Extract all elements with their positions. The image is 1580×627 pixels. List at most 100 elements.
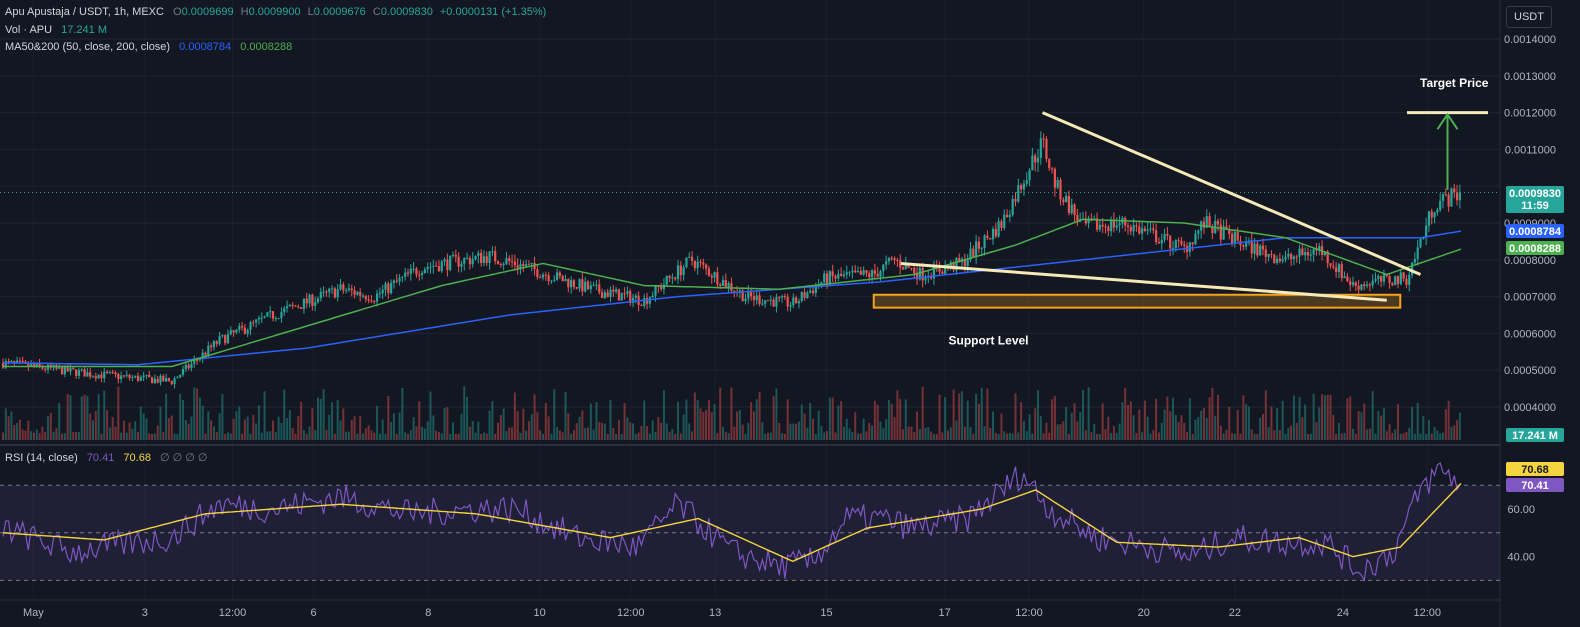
volume-bar (252, 414, 255, 440)
candle-body (645, 298, 649, 304)
symbol-title[interactable]: Apu Apustaja / USDT, 1h, MEXC (5, 6, 164, 18)
volume-bar (674, 433, 677, 440)
candle-body (243, 327, 246, 334)
candle-body (162, 375, 165, 382)
candle-body (513, 261, 516, 266)
volume-bar (69, 395, 72, 440)
volume-bar (848, 428, 851, 440)
volume-bar (1335, 433, 1338, 440)
volume-bar (238, 406, 241, 440)
volume-bar (1422, 416, 1425, 440)
volume-bar (930, 431, 933, 440)
volume-bar (941, 432, 944, 440)
volume-bar (58, 403, 61, 440)
volume-bar (1439, 433, 1442, 440)
candle-body (699, 261, 702, 263)
volume-bar (435, 430, 438, 440)
rsi-extra-values: ∅ ∅ ∅ ∅ (160, 452, 208, 464)
candle-body (437, 266, 441, 272)
volume-bar (193, 387, 196, 440)
volume-bar (747, 422, 750, 440)
candle-body (612, 289, 615, 292)
last-price-badge-bg (1506, 186, 1564, 213)
candle-body (1388, 276, 1391, 284)
candle-body (1261, 245, 1265, 250)
candle-body (713, 272, 716, 278)
candle-body (502, 263, 505, 265)
candle-body (1163, 233, 1166, 240)
candle-body (165, 378, 168, 382)
candle-body (285, 306, 289, 309)
rsi-label[interactable]: RSI (14, close) (5, 452, 78, 464)
volume-bar (257, 405, 260, 440)
volume-bar (1214, 415, 1217, 440)
volume-bar (418, 401, 421, 440)
candle-body (527, 264, 531, 266)
candle-body (1360, 284, 1363, 290)
volume-bar (938, 394, 941, 440)
chart-drawings[interactable]: Target Price Support Level (872, 76, 1489, 348)
candle-body (1022, 183, 1026, 190)
volume-bar (511, 427, 514, 440)
candle-body (654, 285, 657, 296)
candle-body (592, 285, 595, 287)
candle-body (1287, 253, 1290, 257)
volume-bar (916, 411, 919, 440)
volume-bar (752, 411, 755, 440)
volume-bar (654, 431, 657, 440)
volume-bar (367, 425, 370, 440)
candle-body (539, 277, 542, 279)
candle-body (1281, 259, 1284, 262)
volume-bar (35, 429, 38, 440)
candle-body (187, 364, 190, 369)
volume-bar (179, 393, 182, 440)
volume-bar (190, 416, 193, 440)
candle-body (792, 297, 795, 306)
volume-bar (1034, 408, 1037, 440)
volume-bar (77, 431, 80, 440)
volume-bar (404, 432, 407, 440)
candle-body (865, 270, 868, 274)
volume-bar (241, 433, 244, 440)
candle-body (1455, 192, 1459, 201)
candle-body (584, 281, 587, 292)
volume-label[interactable]: Vol · APU (5, 24, 53, 36)
volume-bar (1309, 433, 1312, 440)
currency-unit-button[interactable]: USDT (1506, 6, 1552, 28)
candle-body (730, 283, 733, 291)
candle-body (465, 257, 469, 259)
volume-bar (665, 423, 668, 440)
volume-bar (151, 433, 154, 440)
volume-bar (913, 432, 916, 440)
volume-bar (679, 433, 682, 440)
volume-bar (1191, 433, 1194, 440)
rsi-ma-line (2, 483, 1462, 563)
candle-body (1169, 235, 1172, 249)
volume-bar (550, 433, 553, 440)
candle-body (322, 291, 325, 293)
volume-bar (1174, 414, 1177, 440)
volume-bar (1394, 429, 1397, 440)
candle-body (468, 257, 471, 265)
volume-bar (260, 432, 263, 440)
volume-bar (1343, 432, 1346, 440)
ma50-value: 0.0008784 (179, 41, 232, 53)
volume-bar (826, 430, 829, 440)
candle-body (21, 360, 24, 362)
open-value: 0.0009699 (181, 6, 234, 18)
volume-bar (1278, 430, 1281, 440)
candle-body (879, 271, 882, 277)
volume-bar (1332, 414, 1335, 440)
candle-body (547, 275, 550, 282)
volume-bar (1239, 433, 1242, 440)
candle-body (300, 307, 303, 309)
ma-label[interactable]: MA50&200 (50, close, 200, close) (5, 41, 171, 53)
volume-bar (108, 427, 111, 440)
candle-body (159, 375, 162, 383)
volume-bar (646, 426, 649, 440)
candle-body (1087, 218, 1090, 224)
candle-body (1171, 248, 1175, 250)
volume-bar (243, 419, 246, 440)
candle-body (494, 251, 497, 262)
